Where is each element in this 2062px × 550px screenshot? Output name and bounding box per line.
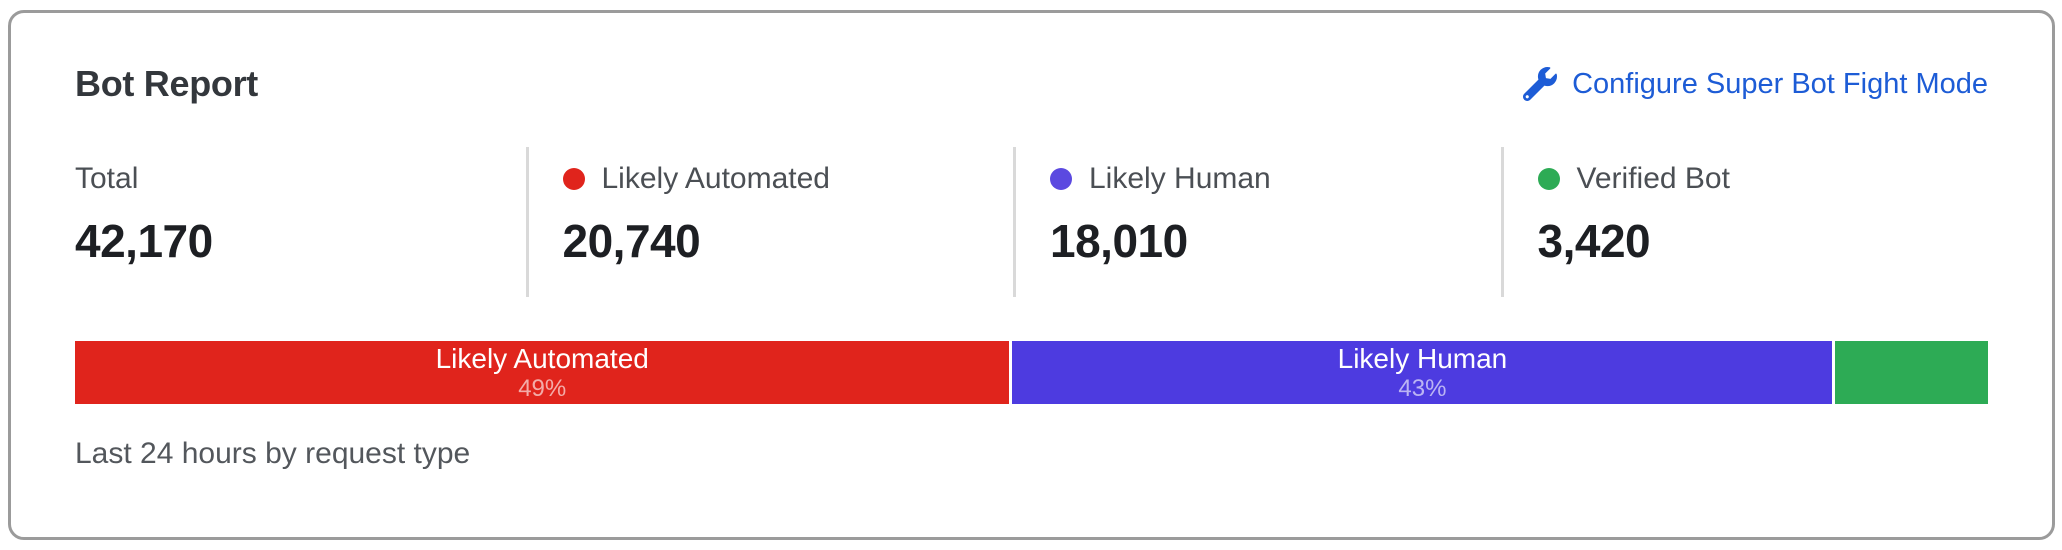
stats-row: Total 42,170 Likely Automated 20,740 Lik…	[75, 147, 1988, 297]
likely-human-legend-dot	[1050, 168, 1072, 190]
bar-segment-percent: 49%	[518, 375, 567, 402]
stat-value: 3,420	[1537, 215, 1651, 267]
stat-value: 20,740	[562, 215, 701, 267]
likely-automated-legend-dot	[562, 168, 585, 190]
bar-segment-verified-bot	[1835, 341, 1988, 404]
wrench-icon	[1523, 67, 1558, 101]
stat-label-row: Verified Bot	[1537, 161, 1989, 197]
bar-segment-likely-automated: Likely Automated 49%	[75, 341, 1010, 404]
stat-likely-automated: Likely Automated 20,740	[525, 147, 1014, 297]
stat-value: 18,010	[1050, 215, 1188, 267]
stat-likely-human: Likely Human 18,010	[1013, 147, 1501, 297]
stat-label: Verified Bot	[1576, 162, 1730, 195]
stat-label-row: Likely Automated	[562, 161, 1014, 197]
stat-label-row: Likely Human	[1050, 161, 1501, 197]
card-title: Bot Report	[75, 63, 258, 104]
stat-label: Likely Automated	[601, 162, 830, 195]
bar-segment-label: Likely Human	[1337, 343, 1508, 374]
stat-label: Total	[75, 162, 139, 195]
stat-label: Likely Human	[1089, 162, 1271, 195]
stat-label-row: Total	[75, 161, 526, 197]
configure-link-label: Configure Super Bot Fight Mode	[1572, 67, 1988, 100]
stat-value: 42,170	[75, 215, 213, 267]
configure-super-bot-fight-mode-link[interactable]: Configure Super Bot Fight Mode	[1523, 67, 1988, 101]
bar-segment-percent: 43%	[1398, 375, 1447, 402]
bar-segment-likely-human: Likely Human 43%	[1012, 341, 1833, 404]
card-header: Bot Report Configure Super Bot Fight Mod…	[75, 63, 1988, 105]
stat-total: Total 42,170	[75, 147, 526, 297]
time-range-caption: Last 24 hours by request type	[75, 437, 471, 470]
request-type-distribution-bar: Likely Automated 49% Likely Human 43%	[75, 341, 1988, 404]
stat-verified-bot: Verified Bot 3,420	[1500, 147, 1989, 297]
bar-segment-label: Likely Automated	[435, 343, 649, 374]
bot-report-card: Bot Report Configure Super Bot Fight Mod…	[8, 10, 2055, 540]
verified-bot-legend-dot	[1537, 168, 1560, 190]
